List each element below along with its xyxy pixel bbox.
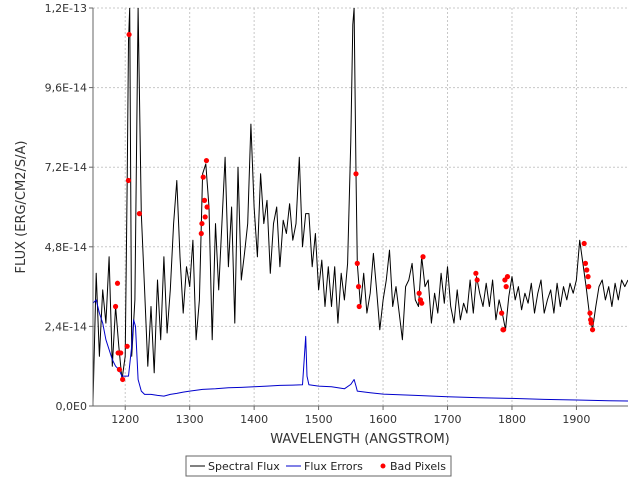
bad-pixel-point (584, 267, 590, 273)
bad-pixel-point (120, 376, 126, 383)
y-axis-ticks: 0,0E0 2,4E-14 4,8E-14 7,2E-14 9,6E-14 1,2E-13 (45, 2, 93, 413)
legend-label-flux-errors: Flux Errors (304, 460, 363, 473)
bad-pixel-point (202, 214, 208, 220)
bad-pixel-point (473, 270, 479, 276)
bad-pixel-point (200, 174, 206, 180)
y-tick-label: 9,6E-14 (45, 82, 87, 95)
bad-pixel-point (500, 327, 507, 333)
y-tick-label: 1,2E-13 (45, 2, 87, 15)
bad-pixel-point (201, 197, 208, 203)
bad-pixel-point (118, 350, 124, 356)
bad-pixel-point (585, 274, 591, 280)
y-axis-title: FLUX (ERG/CM2/S/A) (14, 141, 29, 274)
x-tick-label: 1500 (305, 413, 333, 426)
bad-pixel-point (582, 260, 589, 266)
bad-pixel-point (420, 254, 426, 260)
bad-pixel-point (125, 177, 132, 184)
bad-pixel-point (124, 343, 130, 349)
bad-pixel-point (354, 260, 360, 266)
bad-pixel-point (416, 290, 422, 296)
x-axis-ticks: 1200 1300 1400 1500 1600 1700 1800 1900 (111, 406, 590, 426)
bad-pixel-point (204, 204, 210, 210)
bad-pixel-point (499, 310, 505, 316)
bad-pixels-layer (112, 31, 596, 383)
bad-pixel-point (581, 240, 587, 247)
x-tick-label: 1200 (111, 413, 139, 426)
bad-pixel-point (353, 171, 359, 177)
bad-pixel-point (587, 310, 593, 316)
y-tick-label: 0,0E0 (56, 400, 87, 413)
bad-pixel-point (589, 327, 596, 333)
legend-box (185, 455, 452, 477)
legend-swatch-bad-pixels (380, 463, 386, 469)
legend-label-spectral-flux: Spectral Flux (208, 460, 280, 473)
bad-pixel-point (419, 300, 425, 306)
x-tick-label: 1900 (562, 413, 590, 426)
x-tick-label: 1600 (369, 413, 397, 426)
bad-pixel-point (199, 220, 205, 227)
bad-pixel-point (355, 284, 362, 290)
y-tick-label: 2,4E-14 (45, 320, 87, 333)
bad-pixel-point (586, 284, 592, 290)
bad-pixel-point (116, 366, 123, 373)
x-axis-title: WAVELENGTH (ANGSTROM) (270, 432, 449, 447)
x-tick-label: 1700 (434, 413, 462, 426)
legend-label-bad-pixels: Bad Pixels (390, 460, 446, 473)
bad-pixel-point (114, 280, 121, 286)
bad-pixel-point (504, 274, 511, 280)
x-tick-label: 1400 (240, 413, 268, 426)
x-tick-label: 1300 (176, 413, 204, 426)
bad-pixel-point (198, 230, 204, 237)
x-tick-label: 1800 (498, 413, 526, 426)
bad-pixel-point (588, 320, 594, 326)
y-tick-label: 7,2E-14 (45, 161, 87, 174)
bad-pixel-point (503, 284, 509, 290)
bad-pixel-point (356, 303, 362, 310)
bad-pixel-point (126, 31, 132, 38)
bad-pixel-point (203, 157, 210, 164)
bad-pixel-point (474, 277, 480, 283)
series-line-flux-errors (93, 299, 628, 402)
legend: Spectral Flux Flux Errors Bad Pixels (185, 455, 452, 477)
y-tick-label: 4,8E-14 (45, 241, 87, 254)
bad-pixel-point (112, 303, 119, 310)
bad-pixel-point (136, 211, 143, 217)
